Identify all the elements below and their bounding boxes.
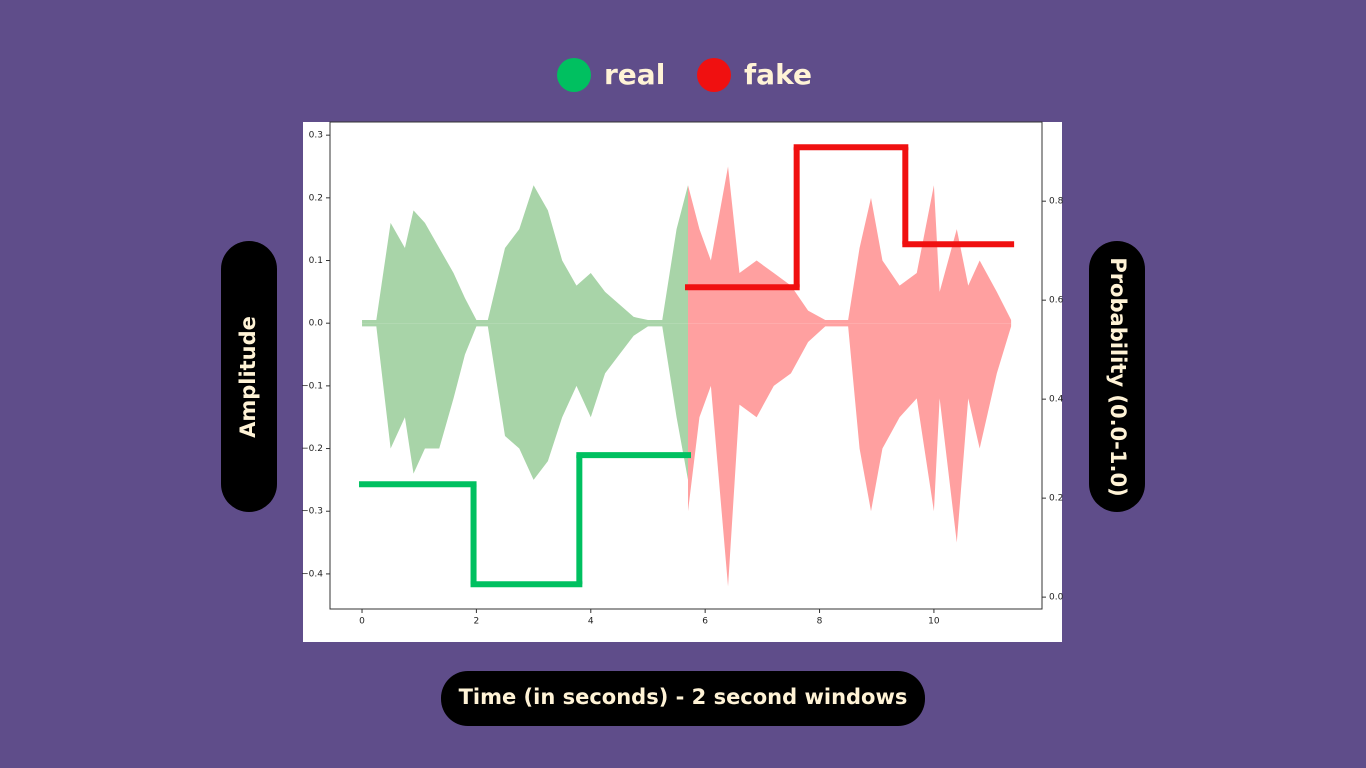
x-axis-label: Time (in seconds) - 2 second windows [459, 685, 908, 709]
x-label-pill [441, 671, 925, 726]
y-tick-label: 0.1 [309, 256, 323, 266]
y-tick-label: −0.2 [301, 444, 323, 454]
waveform-upper [688, 166, 1012, 324]
y2-tick-label: 0.4 [1049, 395, 1064, 405]
waveform-lower [362, 323, 689, 480]
y-tick-label: 0.2 [309, 193, 323, 203]
plot-frame [329, 121, 1043, 610]
legend-label: fake [744, 58, 812, 91]
waveform-upper [362, 185, 689, 324]
x-tick-label: 8 [817, 617, 823, 627]
y-tick-label: 0.3 [309, 131, 323, 141]
x-tick-label: 6 [702, 617, 708, 627]
y-label-pill [221, 241, 277, 512]
legend-marker [697, 58, 731, 92]
y-axis-label: Amplitude [236, 316, 260, 438]
y2-axis-label: Probability (0.0-1.0) [1106, 257, 1130, 496]
y-tick-label: −0.3 [301, 507, 323, 517]
y2-tick-label: 0.6 [1049, 296, 1064, 306]
y2-tick-label: 0.8 [1049, 197, 1064, 207]
y-tick-label: −0.4 [301, 569, 323, 579]
x-tick-label: 0 [359, 617, 365, 627]
x-tick-label: 4 [588, 617, 594, 627]
legend-label: real [604, 58, 665, 91]
legend-marker [557, 58, 591, 92]
y2-tick-label: 0.2 [1049, 494, 1063, 504]
y2-tick-label: 0.0 [1049, 593, 1064, 603]
x-tick-label: 10 [928, 617, 940, 627]
waveform-lower [688, 323, 1012, 587]
x-tick-label: 2 [474, 617, 480, 627]
y-tick-label: −0.1 [301, 381, 323, 391]
y-tick-label: 0.0 [309, 319, 324, 329]
y2-label-pill [1089, 241, 1145, 512]
